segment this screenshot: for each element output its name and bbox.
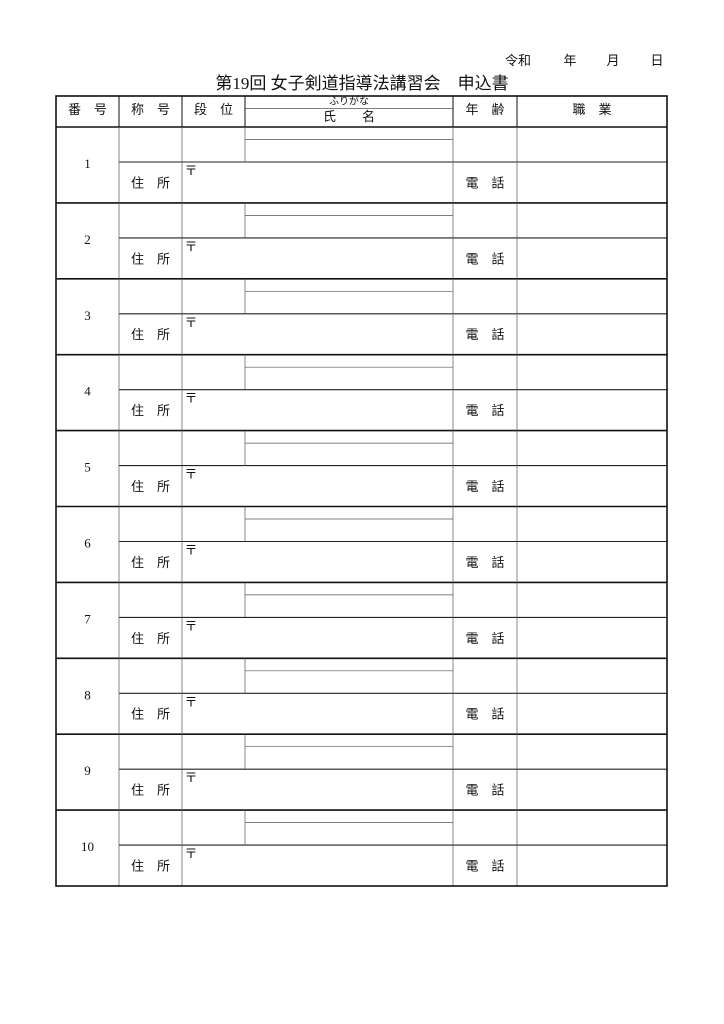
entry-number: 8 <box>84 687 91 702</box>
postal-mark: 〒 <box>184 239 197 254</box>
entry-number: 1 <box>84 156 91 171</box>
phone-label: 電 話 <box>465 859 504 874</box>
phone-label: 電 話 <box>465 783 504 798</box>
header-label: 氏 名 <box>323 109 375 124</box>
header-label: 番 号 <box>68 102 107 117</box>
phone-label: 電 話 <box>465 403 504 418</box>
entry-number: 6 <box>84 535 91 550</box>
header-label: 職 業 <box>572 102 611 117</box>
header-label: 年 齢 <box>465 102 504 117</box>
table-frame <box>55 95 668 887</box>
phone-label: 電 話 <box>465 479 504 494</box>
address-label: 住 所 <box>131 783 170 798</box>
postal-mark: 〒 <box>184 770 197 785</box>
postal-mark: 〒 <box>184 467 197 482</box>
postal-mark: 〒 <box>184 846 197 861</box>
postal-mark: 〒 <box>184 391 197 406</box>
date-label: 月 <box>606 53 619 68</box>
phone-label: 電 話 <box>465 631 504 646</box>
phone-label: 電 話 <box>465 175 504 190</box>
phone-label: 電 話 <box>465 251 504 266</box>
postal-mark: 〒 <box>184 694 197 709</box>
postal-mark: 〒 <box>184 542 197 557</box>
entry-number: 5 <box>84 460 91 475</box>
postal-mark: 〒 <box>184 163 197 178</box>
address-label: 住 所 <box>131 251 170 266</box>
address-label: 住 所 <box>131 327 170 342</box>
phone-label: 電 話 <box>465 707 504 722</box>
date-label: 日 <box>650 53 663 68</box>
postal-mark: 〒 <box>184 618 197 633</box>
form-title: 第19回 女子剣道指導法講習会 申込書 <box>215 74 508 93</box>
entry-number: 7 <box>84 611 91 626</box>
entry-number: 3 <box>84 308 91 323</box>
entry-number: 9 <box>84 763 91 778</box>
furigana-label: ふりがな <box>329 94 369 107</box>
address-label: 住 所 <box>131 859 170 874</box>
date-label: 令和 <box>505 53 531 68</box>
address-label: 住 所 <box>131 631 170 646</box>
entry-number: 10 <box>81 839 94 854</box>
phone-label: 電 話 <box>465 327 504 342</box>
postal-mark: 〒 <box>184 315 197 330</box>
address-label: 住 所 <box>131 555 170 570</box>
address-label: 住 所 <box>131 403 170 418</box>
entry-number: 4 <box>84 384 91 399</box>
address-label: 住 所 <box>131 707 170 722</box>
date-label: 年 <box>563 53 576 68</box>
phone-label: 電 話 <box>465 555 504 570</box>
address-label: 住 所 <box>131 479 170 494</box>
header-label: 称 号 <box>131 102 170 117</box>
address-label: 住 所 <box>131 175 170 190</box>
header-label: 段 位 <box>194 102 233 117</box>
entry-number: 2 <box>84 232 91 247</box>
